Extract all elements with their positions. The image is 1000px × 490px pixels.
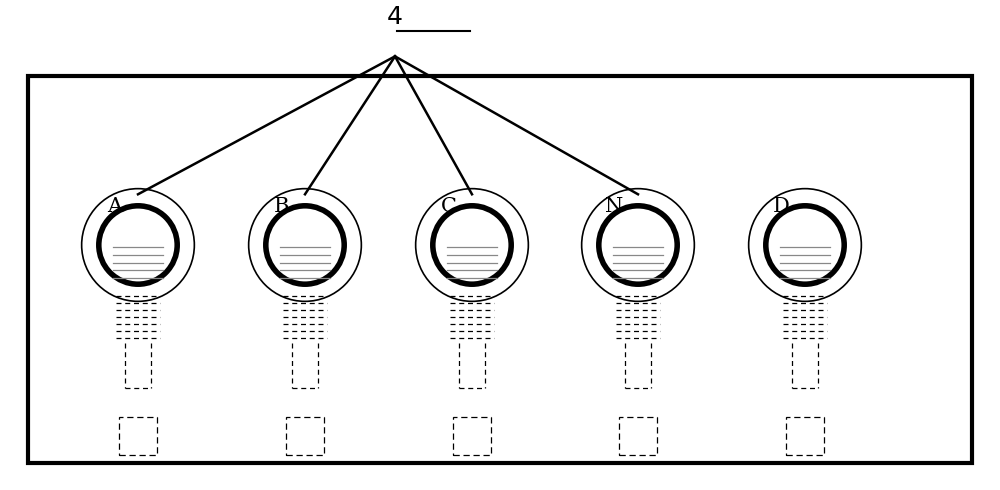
Circle shape [99,206,177,284]
Circle shape [599,206,677,284]
Circle shape [582,189,694,301]
Bar [119,417,157,455]
Circle shape [249,189,361,301]
Circle shape [749,189,861,301]
Text: N: N [605,196,624,216]
Circle shape [433,206,511,284]
Circle shape [766,206,844,284]
Bar [286,417,324,455]
Bar [28,76,972,463]
Circle shape [266,206,344,284]
Text: B: B [274,196,289,216]
Text: C: C [441,196,456,216]
Text: 4: 4 [387,5,403,29]
Bar [619,417,657,455]
Text: A: A [107,196,122,216]
Circle shape [82,189,194,301]
Text: D: D [773,196,790,216]
Circle shape [416,189,528,301]
Bar [786,417,824,455]
Bar [453,417,491,455]
